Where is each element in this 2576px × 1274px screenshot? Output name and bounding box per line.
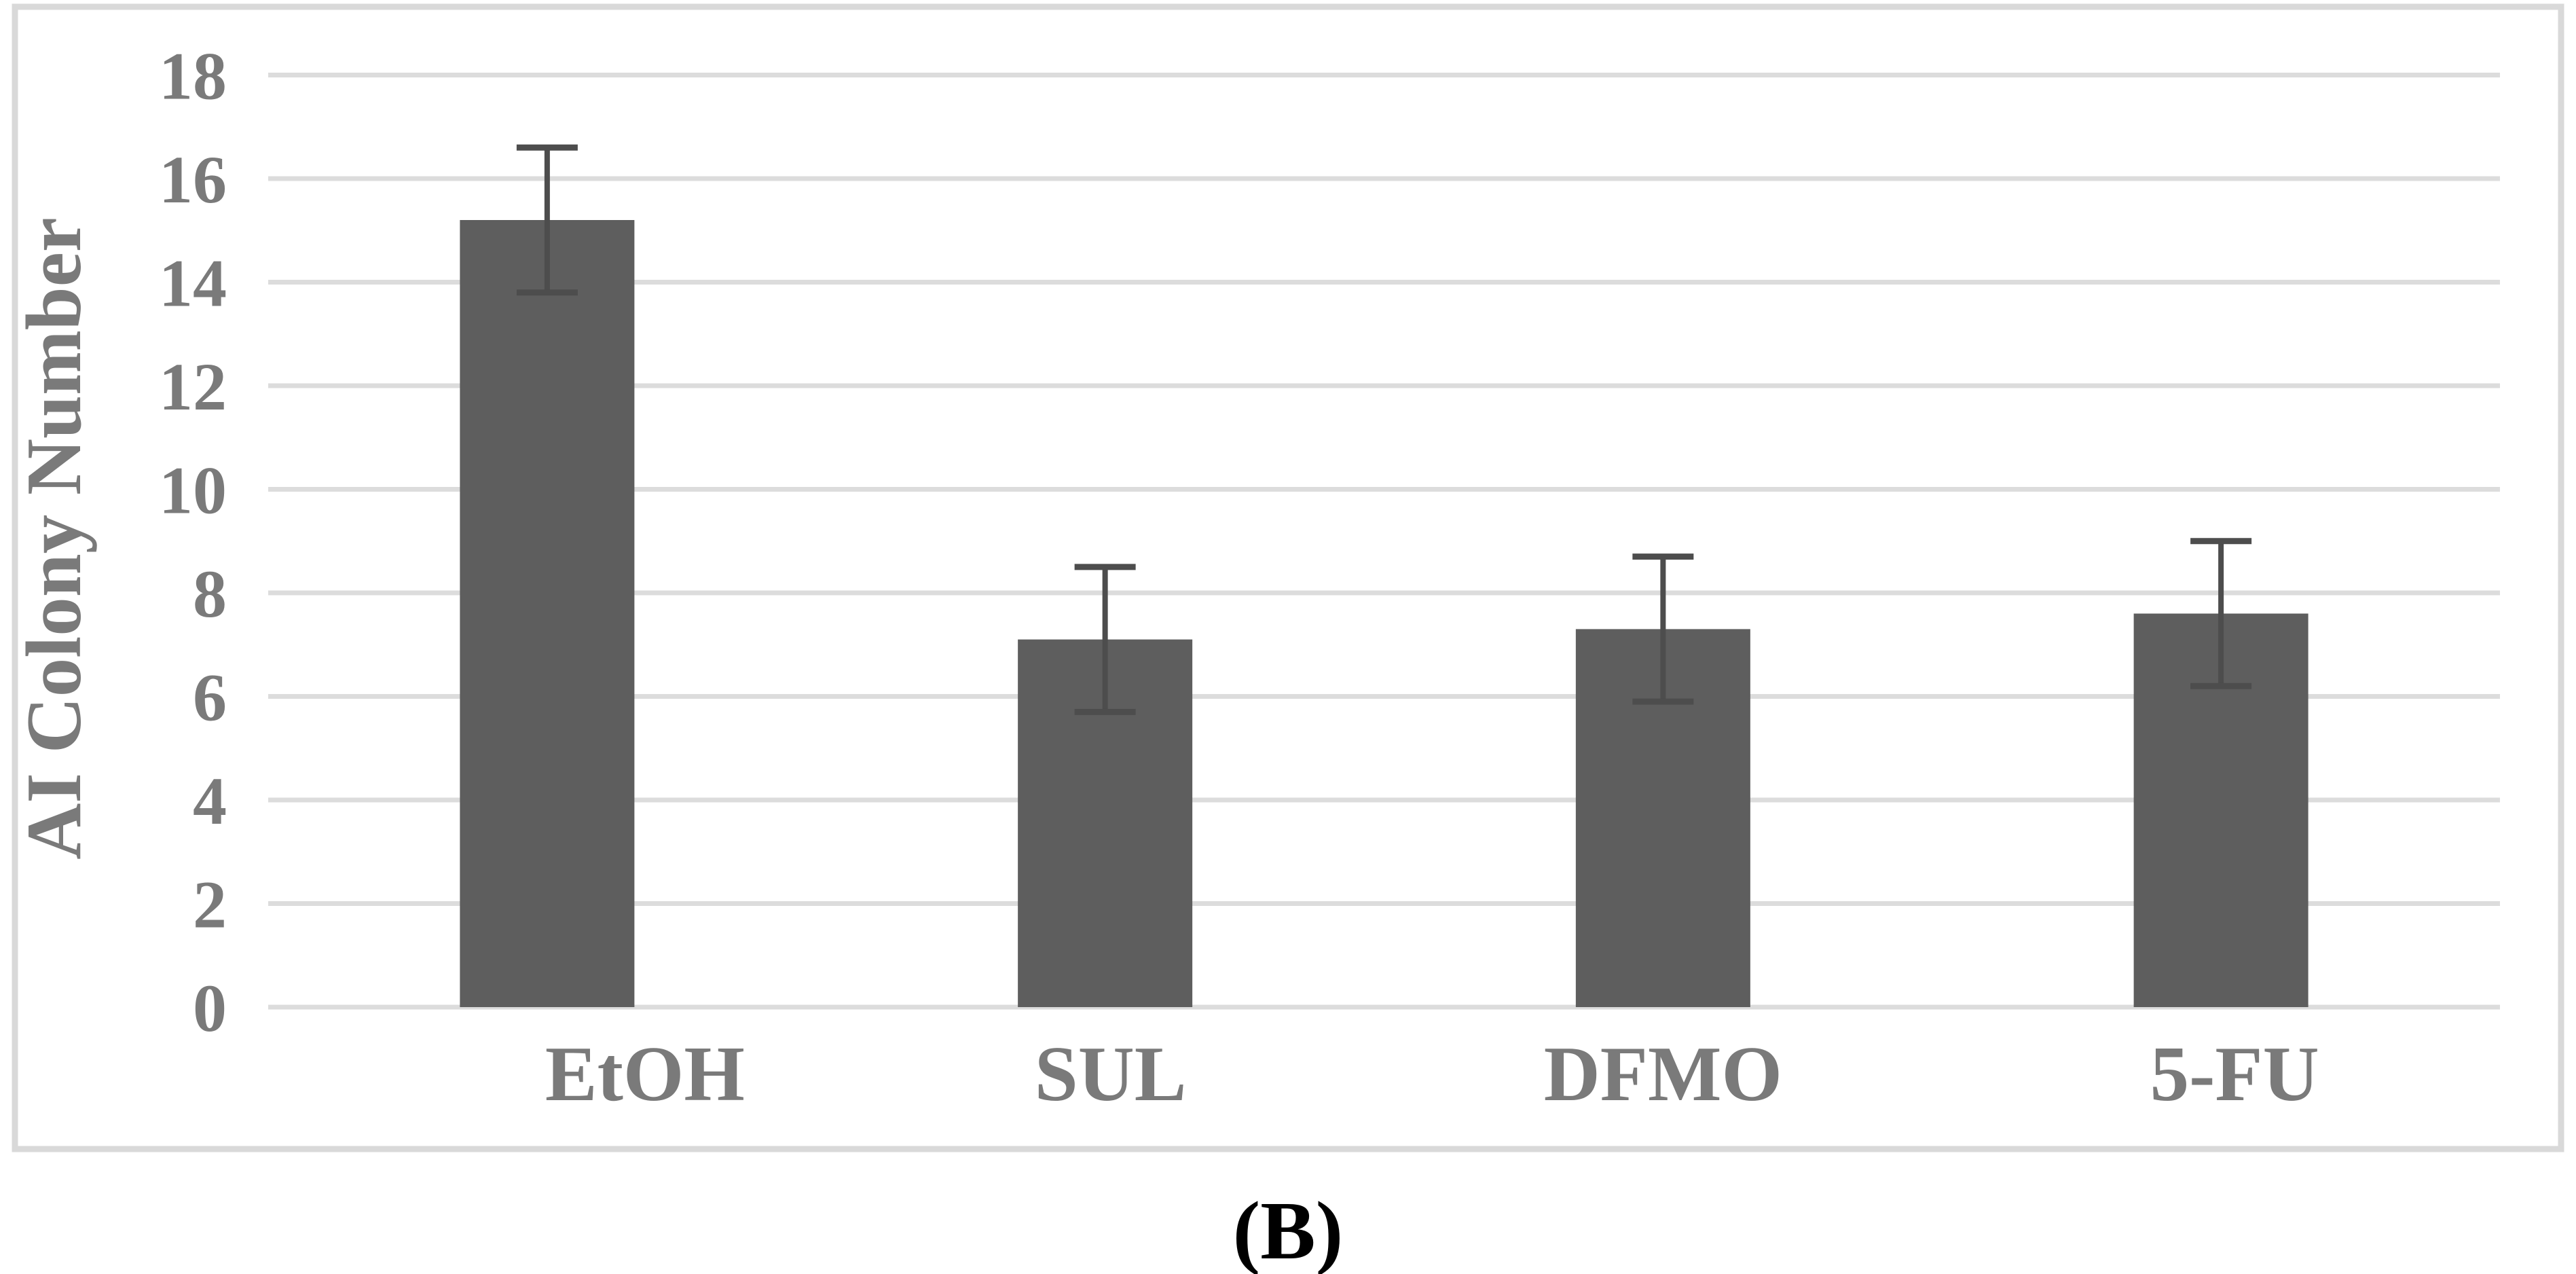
bar-etoh bbox=[460, 220, 635, 1007]
y-tick-label-8: 8 bbox=[193, 556, 227, 632]
y-tick-label-6: 6 bbox=[193, 660, 227, 735]
figure-caption: (B) bbox=[1232, 1185, 1344, 1274]
x-category-label-dfmo: DFMO bbox=[1544, 1031, 1782, 1117]
x-category-label-5-fu: 5-FU bbox=[2150, 1031, 2319, 1117]
y-tick-label-10: 10 bbox=[159, 453, 227, 528]
x-category-label-sul: SUL bbox=[1035, 1031, 1187, 1117]
y-tick-label-2: 2 bbox=[193, 867, 227, 943]
y-tick-label-4: 4 bbox=[193, 763, 227, 839]
y-axis-title: AI Colony Number bbox=[11, 217, 97, 860]
y-tick-label-18: 18 bbox=[159, 39, 227, 114]
y-tick-label-0: 0 bbox=[193, 970, 227, 1046]
y-tick-label-16: 16 bbox=[159, 142, 227, 217]
y-tick-label-14: 14 bbox=[159, 246, 227, 321]
x-category-label-etoh: EtOH bbox=[545, 1031, 745, 1117]
y-tick-label-12: 12 bbox=[159, 349, 227, 424]
